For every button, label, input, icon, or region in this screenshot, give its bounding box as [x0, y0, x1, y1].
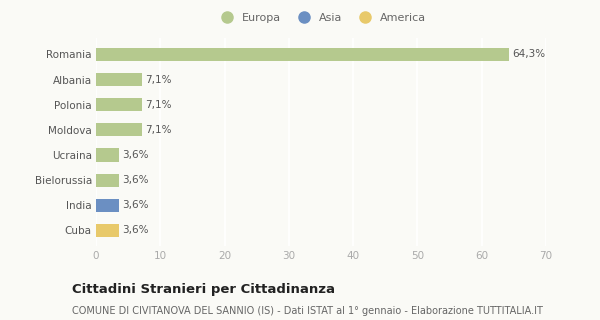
Bar [96, 73, 142, 86]
Text: 3,6%: 3,6% [122, 175, 149, 185]
Text: 7,1%: 7,1% [145, 75, 172, 84]
Bar [96, 199, 119, 212]
Text: 3,6%: 3,6% [122, 150, 149, 160]
Bar [96, 123, 142, 136]
Text: Cittadini Stranieri per Cittadinanza: Cittadini Stranieri per Cittadinanza [72, 283, 335, 296]
Text: 64,3%: 64,3% [512, 49, 545, 60]
Text: COMUNE DI CIVITANOVA DEL SANNIO (IS) - Dati ISTAT al 1° gennaio - Elaborazione T: COMUNE DI CIVITANOVA DEL SANNIO (IS) - D… [72, 306, 543, 316]
Legend: Europa, Asia, America: Europa, Asia, America [215, 13, 427, 23]
Bar [96, 224, 119, 237]
Bar [96, 48, 509, 61]
Text: 3,6%: 3,6% [122, 200, 149, 210]
Bar [96, 98, 142, 111]
Text: 3,6%: 3,6% [122, 225, 149, 236]
Bar [96, 173, 119, 187]
Text: 7,1%: 7,1% [145, 100, 172, 110]
Bar [96, 148, 119, 162]
Text: 7,1%: 7,1% [145, 125, 172, 135]
